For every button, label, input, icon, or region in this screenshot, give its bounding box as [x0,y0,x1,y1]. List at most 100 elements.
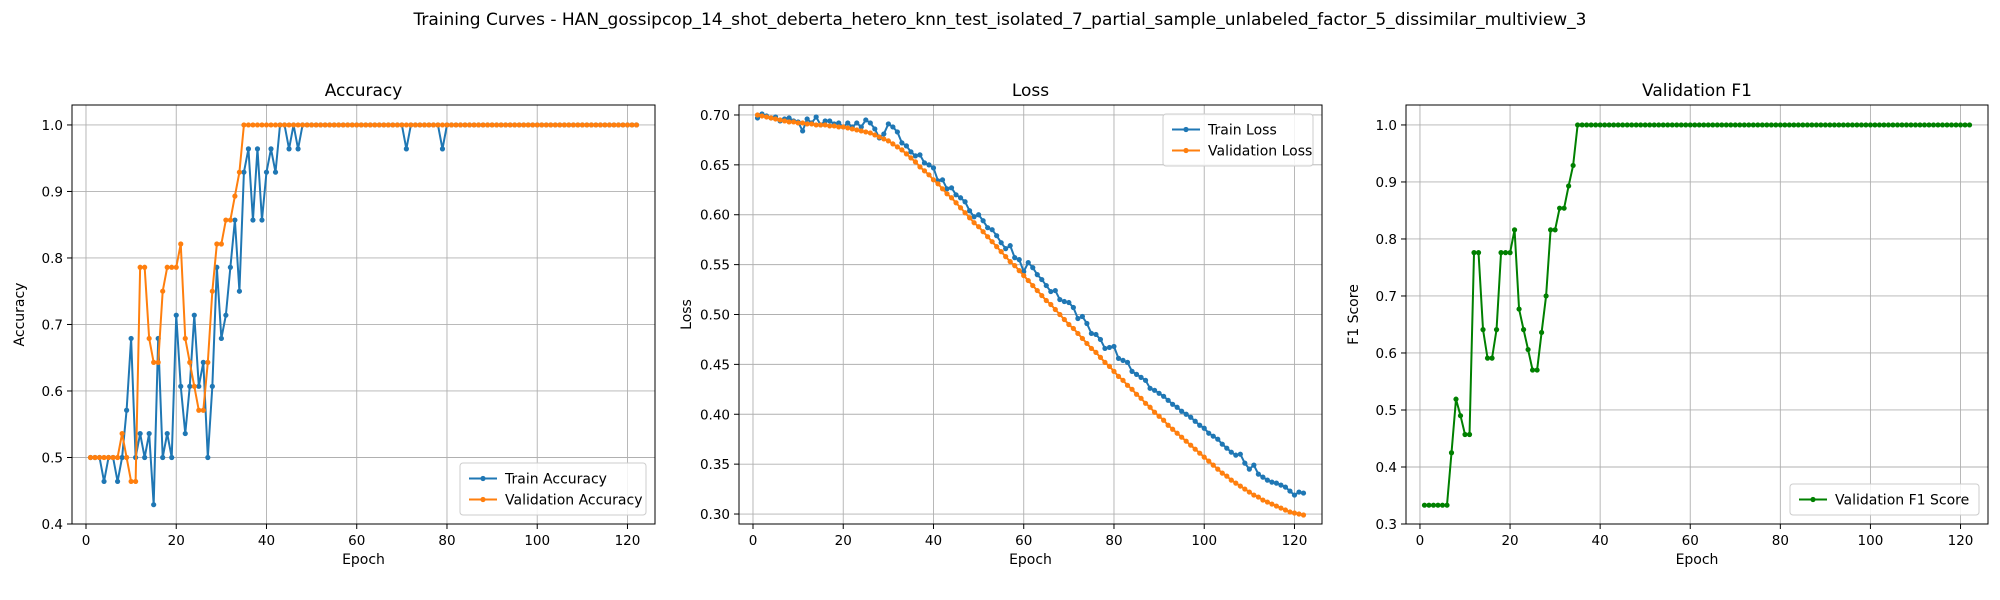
data-point [295,122,301,128]
data-point [998,240,1004,246]
data-point [1079,335,1085,342]
data-point [1052,306,1058,313]
data-point [236,288,243,294]
data-point [926,172,932,178]
data-point [1061,298,1067,305]
data-point [966,208,973,214]
data-point [1016,268,1022,274]
data-point [1899,122,1905,128]
y-axis-label: Accuracy [12,283,28,347]
data-point [376,122,382,128]
data-point [1025,260,1031,266]
data-point [1142,377,1149,383]
data-point [1867,122,1874,128]
x-tick-label: 80 [1105,533,1122,549]
data-point [1948,122,1955,128]
data-point [890,124,896,130]
data-point [971,220,977,226]
x-tick-label: 120 [1282,533,1308,549]
data-point [754,112,761,118]
data-point [245,122,252,128]
data-point [1133,391,1140,397]
data-point [1683,122,1689,128]
data-point [1809,122,1815,128]
data-point [1764,122,1770,128]
data-point [164,264,170,270]
data-point [187,383,193,389]
data-point [1129,386,1135,392]
data-point [1822,122,1828,128]
data-point [1511,227,1518,233]
data-point [1849,122,1856,128]
data-point [209,383,215,389]
data-point [1183,411,1189,417]
data-point [1183,438,1189,444]
data-point [791,119,797,125]
data-point [966,215,973,221]
data-point [196,407,202,413]
data-point [1066,299,1072,306]
series-group [754,111,1307,518]
series-group [87,122,640,508]
data-point [1656,122,1662,128]
data-point [1012,263,1018,269]
data-point [1215,466,1221,472]
data-point [1588,122,1594,128]
data-point [318,122,324,128]
data-point [1903,122,1910,128]
data-point [1260,474,1266,480]
data-point [867,130,873,136]
data-point [845,125,851,131]
data-point [615,122,622,128]
panel-title: Validation F1 [1642,81,1752,101]
data-point [1534,367,1540,373]
data-point [1142,400,1149,406]
data-point [223,312,229,318]
data-point [1192,446,1198,452]
data-point [1687,122,1693,128]
data-point [173,264,179,270]
data-point [1750,122,1756,128]
data-point [466,122,473,128]
data-point [1529,367,1536,373]
data-point [602,122,608,128]
data-point [155,359,161,365]
data-point [539,122,545,128]
data-point [939,177,946,183]
data-point [110,454,116,461]
data-point [597,122,604,128]
data-point [1260,497,1266,503]
data-point [223,217,229,223]
data-point [1201,425,1207,431]
data-point [299,122,306,128]
data-point [1755,122,1761,128]
data-point [358,122,364,128]
data-point [1025,277,1031,284]
data-point [200,359,206,365]
data-point [191,312,197,318]
data-point [1156,390,1162,396]
data-point [1129,368,1135,374]
data-point [525,122,531,128]
data-point [381,122,387,128]
data-point [1538,329,1545,336]
data-point [763,114,770,120]
data-point [1872,122,1878,128]
data-point [209,288,215,294]
data-point [1161,393,1167,399]
data-point [1926,122,1932,128]
y-tick-label: 0.45 [700,357,730,373]
data-point [385,122,391,128]
data-point [1061,316,1067,323]
data-point [1120,377,1126,383]
data-point [1593,122,1599,128]
data-point [813,114,819,120]
data-point [768,115,774,121]
data-point [295,146,301,152]
data-point [1908,122,1914,128]
data-point [1206,430,1212,436]
data-point [1962,122,1968,128]
data-point [1584,122,1590,128]
data-point [579,122,585,128]
